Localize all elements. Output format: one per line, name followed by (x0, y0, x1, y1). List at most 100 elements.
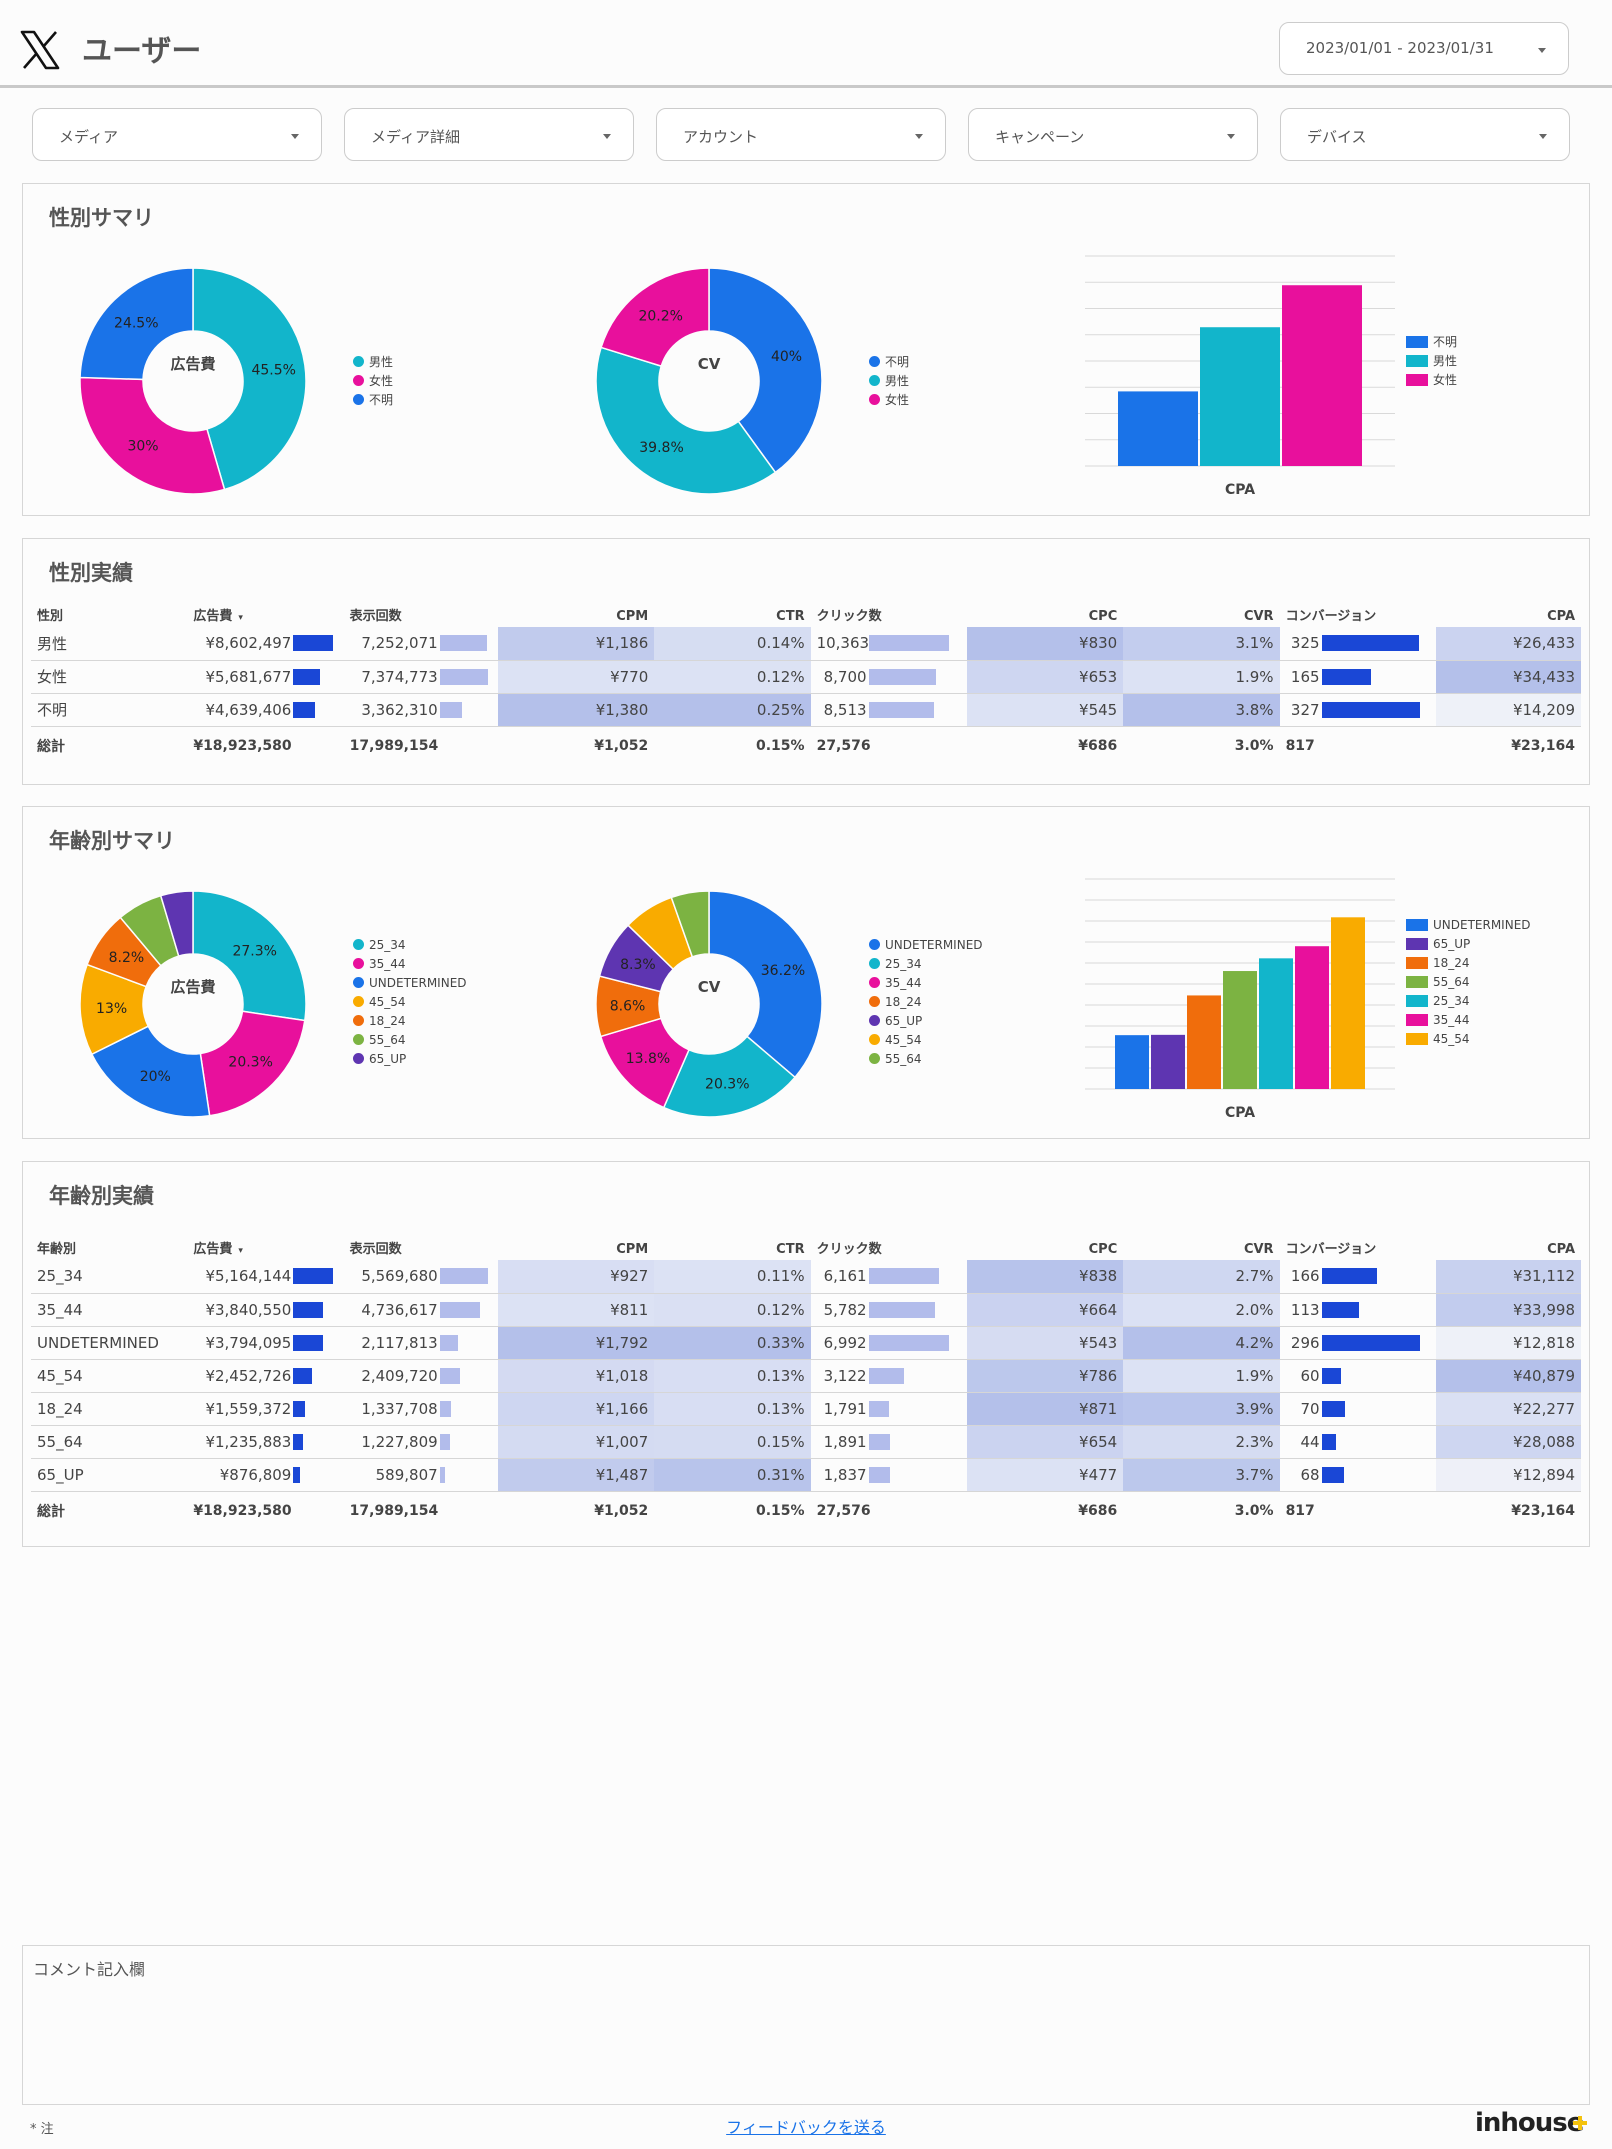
legend-item--[interactable]: 女性 (1406, 370, 1457, 389)
pie-slice--[interactable] (708, 267, 823, 474)
legend-item-55-64[interactable]: 55_64 (1406, 972, 1531, 991)
legend-item-55-64[interactable]: 55_64 (869, 1049, 983, 1068)
legend-item-35-44[interactable]: 35_44 (353, 954, 467, 973)
legend-item-18-24[interactable]: 18_24 (1406, 953, 1531, 972)
column-header[interactable]: クリック数 (811, 1230, 967, 1260)
legend-item-65-up[interactable]: 65_UP (869, 1011, 983, 1030)
bar-35-44[interactable] (1295, 946, 1329, 1089)
legend-item-undetermined[interactable]: UNDETERMINED (869, 935, 983, 954)
cell-value: 8,700 (823, 667, 867, 686)
bar-55-64[interactable] (1223, 971, 1257, 1089)
legend-label: UNDETERMINED (1433, 917, 1531, 932)
column-header[interactable]: CTR (654, 1230, 810, 1260)
bar-45-54[interactable] (1331, 917, 1365, 1089)
legend-item-35-44[interactable]: 35_44 (869, 973, 983, 992)
legend-item-45-54[interactable]: 45_54 (353, 992, 467, 1011)
column-header[interactable]: CVR (1123, 1230, 1279, 1260)
table-row[interactable]: 女性 ¥5,681,677 7,374,773 ¥770 0.12% 8,700 ¥653 1… (31, 660, 1581, 694)
table-row[interactable]: 55_64 ¥1,235,883 1,227,809 ¥1,007 0.15% 1,891… (31, 1425, 1581, 1459)
bar--[interactable] (1118, 391, 1198, 466)
column-header[interactable]: コンバージョン (1280, 1230, 1436, 1260)
bar-65-up[interactable] (1151, 1034, 1185, 1089)
column-header[interactable]: 表示回数 (344, 597, 498, 627)
legend-item-18-24[interactable]: 18_24 (869, 992, 983, 1011)
filter-media-detail[interactable]: メディア詳細 (344, 108, 634, 161)
legend-item-25-34[interactable]: 25_34 (1406, 991, 1531, 1010)
column-header[interactable]: CTR (654, 597, 810, 627)
sort-descending-icon[interactable]: ▾ (238, 613, 243, 623)
pie-slice--[interactable] (79, 376, 226, 495)
legend-item-65-up[interactable]: 65_UP (1406, 934, 1531, 953)
bar--[interactable] (1282, 285, 1362, 466)
legend-item--[interactable]: 不明 (869, 352, 909, 371)
pie-slice--[interactable] (79, 267, 194, 381)
column-header[interactable]: CPC (967, 1230, 1123, 1260)
total-cpc: ¥686 (1078, 738, 1118, 755)
legend-item--[interactable]: 不明 (353, 390, 393, 409)
bar--[interactable] (1200, 327, 1280, 466)
pie-slice-undetermined[interactable] (90, 1025, 211, 1118)
table-row[interactable]: 35_44 ¥3,840,550 4,736,617 ¥811 0.12% 5,782 ¥6… (31, 1293, 1581, 1327)
legend-item--[interactable]: 女性 (353, 371, 393, 390)
column-header[interactable]: CPC (967, 597, 1123, 627)
legend-item--[interactable]: 不明 (1406, 332, 1457, 351)
cell-value: ¥5,164,144 (205, 1267, 292, 1286)
date-range-select[interactable]: 2023/01/01 - 2023/01/31 (1279, 22, 1569, 75)
filter-campaign[interactable]: キャンペーン (968, 108, 1258, 161)
pie-slice--[interactable] (595, 346, 777, 495)
column-header[interactable]: CPM (498, 1230, 654, 1260)
pie-slice--[interactable] (600, 267, 710, 368)
table-row[interactable]: 25_34 ¥5,164,144 5,569,680 ¥927 0.11% 6,161 ¥8… (31, 1260, 1581, 1294)
filter-account[interactable]: アカウント (656, 108, 946, 161)
table-row[interactable]: 18_24 ¥1,559,372 1,337,708 ¥1,166 0.13% 1,791… (31, 1392, 1581, 1426)
table-row[interactable]: 男性 ¥8,602,497 7,252,071 ¥1,186 0.14% 10,363 ¥8… (31, 627, 1581, 661)
feedback-link[interactable]: フィードバックを送る (726, 2118, 886, 2137)
column-header[interactable]: CPA (1436, 1230, 1581, 1260)
column-header[interactable]: クリック数 (811, 597, 967, 627)
pie-slice-55-64[interactable] (670, 890, 710, 958)
legend-item-25-34[interactable]: 25_34 (869, 954, 983, 973)
legend-item-45-54[interactable]: 45_54 (1406, 1029, 1531, 1048)
legend-item-undetermined[interactable]: UNDETERMINED (353, 973, 467, 992)
column-header[interactable]: 広告費 ▾ (187, 597, 343, 627)
legend-item-18-24[interactable]: 18_24 (353, 1011, 467, 1030)
column-header[interactable]: CVR (1123, 597, 1279, 627)
table-row[interactable]: 不明 ¥4,639,406 3,362,310 ¥1,380 0.25% 8,513 ¥54… (31, 693, 1581, 727)
sort-descending-icon[interactable]: ▾ (238, 1246, 243, 1256)
pie-slice--[interactable] (192, 267, 307, 491)
legend-item--[interactable]: 男性 (1406, 351, 1457, 370)
table-row[interactable]: UNDETERMINED ¥3,794,095 2,117,813 ¥1,792 0.3… (31, 1326, 1581, 1360)
column-header[interactable]: 性別 (31, 597, 187, 627)
table-row[interactable]: 45_54 ¥2,452,726 2,409,720 ¥1,018 0.13% 3,122… (31, 1359, 1581, 1393)
column-header[interactable]: CPM (498, 597, 654, 627)
legend-item--[interactable]: 女性 (869, 390, 909, 409)
pie-slice-25-34[interactable] (662, 1035, 797, 1118)
pie-slice-undetermined[interactable] (708, 890, 823, 1079)
bar-undetermined[interactable] (1115, 1035, 1149, 1089)
comment-box[interactable]: コメント記入欄 (22, 1945, 1590, 2105)
column-header[interactable]: CPA (1436, 597, 1581, 627)
bar-18-24[interactable] (1187, 995, 1221, 1089)
conversions-cell: 44 (1279, 1425, 1436, 1459)
filter-media[interactable]: メディア (32, 108, 322, 161)
table-row[interactable]: 65_UP ¥876,809 589,807 ¥1,487 0.31% 1,837 ¥477… (31, 1458, 1581, 1492)
legend-item-65-up[interactable]: 65_UP (353, 1049, 467, 1068)
legend-item-45-54[interactable]: 45_54 (869, 1030, 983, 1049)
legend-item-25-34[interactable]: 25_34 (353, 935, 467, 954)
column-header[interactable]: 表示回数 (344, 1230, 498, 1260)
column-header[interactable]: 広告費 ▾ (187, 1230, 343, 1260)
pie-slice-25-34[interactable] (192, 890, 307, 1022)
legend-item-undetermined[interactable]: UNDETERMINED (1406, 915, 1531, 934)
legend-swatch (1406, 994, 1428, 1007)
filter-device[interactable]: デバイス (1280, 108, 1570, 161)
legend-item--[interactable]: 男性 (869, 371, 909, 390)
bar-25-34[interactable] (1259, 958, 1293, 1089)
column-header[interactable]: 年齢別 (31, 1230, 187, 1260)
pie-slice-35-44[interactable] (199, 1010, 306, 1117)
cell-value: 3,122 (823, 1366, 867, 1385)
legend-item-35-44[interactable]: 35_44 (1406, 1010, 1531, 1029)
legend-item--[interactable]: 男性 (353, 352, 393, 371)
column-header[interactable]: コンバージョン (1280, 597, 1436, 627)
legend-item-55-64[interactable]: 55_64 (353, 1030, 467, 1049)
pie-slice-65-up[interactable] (159, 890, 194, 958)
